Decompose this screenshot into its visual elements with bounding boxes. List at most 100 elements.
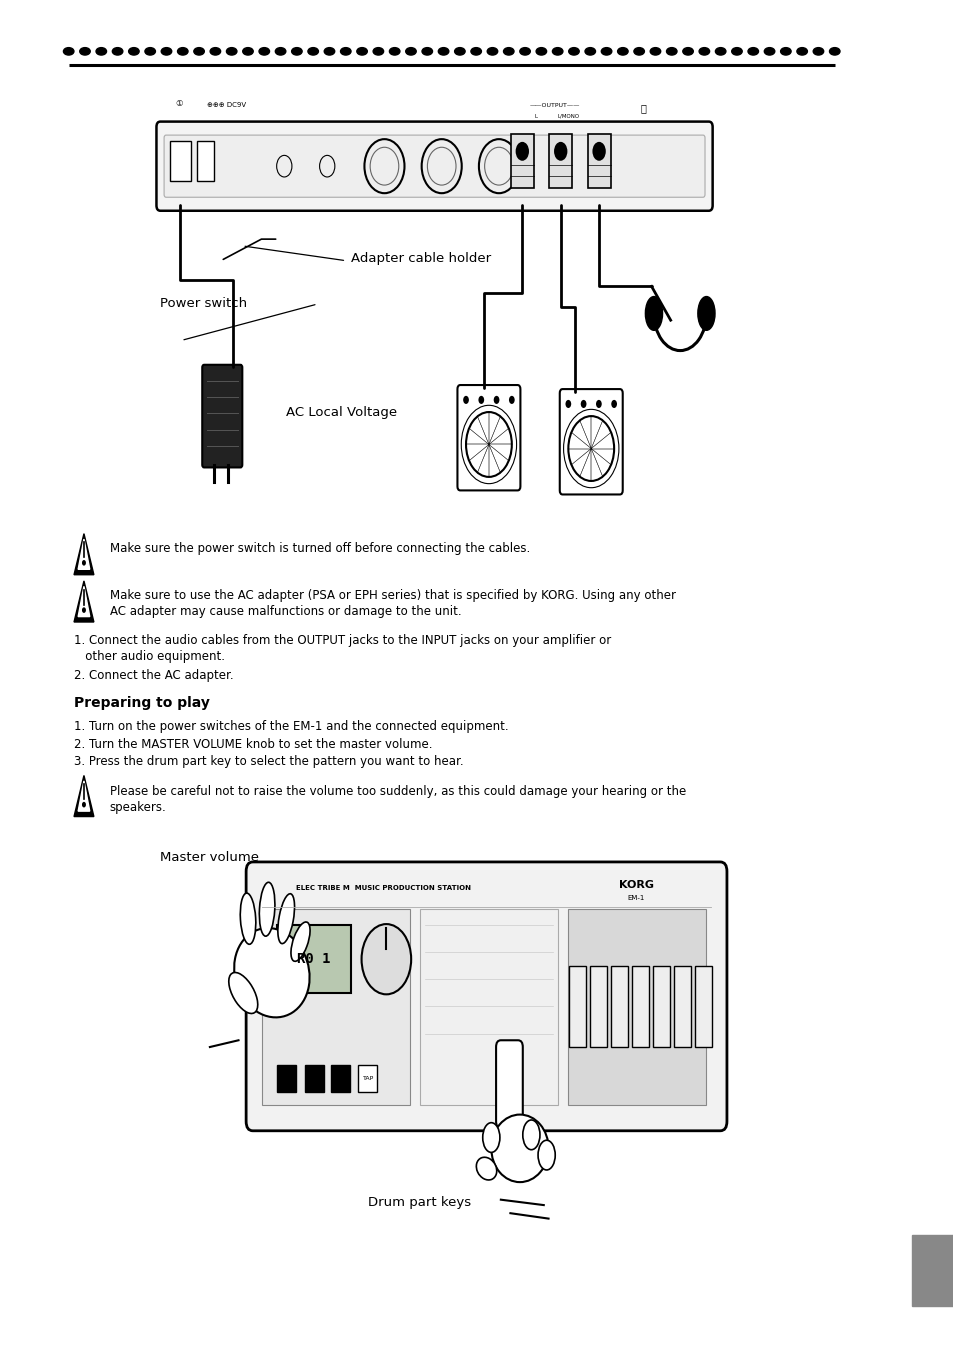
Ellipse shape <box>476 1158 497 1179</box>
Circle shape <box>361 924 411 994</box>
Ellipse shape <box>80 47 91 55</box>
Ellipse shape <box>129 47 139 55</box>
Bar <box>511 134 534 188</box>
Ellipse shape <box>537 1140 555 1170</box>
Ellipse shape <box>229 973 257 1013</box>
Ellipse shape <box>421 47 432 55</box>
Text: Drum part keys: Drum part keys <box>368 1196 471 1209</box>
Ellipse shape <box>324 47 335 55</box>
Bar <box>262 909 410 1105</box>
Ellipse shape <box>145 47 155 55</box>
Text: ⊕⊕⊕ DC9V: ⊕⊕⊕ DC9V <box>207 103 247 108</box>
Ellipse shape <box>356 47 367 55</box>
Polygon shape <box>74 534 93 574</box>
Ellipse shape <box>747 47 758 55</box>
Ellipse shape <box>233 928 310 1017</box>
Bar <box>911 1235 953 1306</box>
Text: ⌒: ⌒ <box>639 104 645 113</box>
Text: Preparing to play: Preparing to play <box>74 696 210 709</box>
Ellipse shape <box>584 47 595 55</box>
Circle shape <box>611 400 617 408</box>
Ellipse shape <box>455 47 465 55</box>
Ellipse shape <box>536 47 546 55</box>
Circle shape <box>82 561 86 566</box>
Ellipse shape <box>437 47 448 55</box>
Ellipse shape <box>697 297 715 331</box>
Ellipse shape <box>482 1123 499 1152</box>
Polygon shape <box>78 781 90 811</box>
Ellipse shape <box>193 47 204 55</box>
Text: other audio equipment.: other audio equipment. <box>74 650 225 663</box>
Ellipse shape <box>242 47 253 55</box>
Ellipse shape <box>275 47 286 55</box>
Bar <box>631 966 648 1047</box>
Ellipse shape <box>308 47 318 55</box>
Ellipse shape <box>292 47 302 55</box>
Ellipse shape <box>763 47 774 55</box>
Text: 1. Turn on the power switches of the EM-1 and the connected equipment.: 1. Turn on the power switches of the EM-… <box>74 720 509 734</box>
Ellipse shape <box>491 1115 548 1182</box>
Bar <box>276 925 351 993</box>
Ellipse shape <box>226 47 236 55</box>
Ellipse shape <box>373 47 383 55</box>
Ellipse shape <box>552 47 562 55</box>
Bar <box>419 909 558 1105</box>
Circle shape <box>580 400 586 408</box>
Ellipse shape <box>340 47 351 55</box>
Circle shape <box>596 400 601 408</box>
Text: R0 1: R0 1 <box>296 952 331 966</box>
Bar <box>170 141 191 181</box>
Circle shape <box>493 396 499 404</box>
Text: ①: ① <box>175 99 183 108</box>
Bar <box>673 966 690 1047</box>
Ellipse shape <box>600 47 611 55</box>
FancyBboxPatch shape <box>496 1040 522 1128</box>
Ellipse shape <box>519 47 530 55</box>
Polygon shape <box>78 539 90 569</box>
Text: 1. Connect the audio cables from the OUTPUT jacks to the INPUT jacks on your amp: 1. Connect the audio cables from the OUT… <box>74 634 611 647</box>
Ellipse shape <box>617 47 627 55</box>
Bar <box>305 1065 324 1092</box>
FancyBboxPatch shape <box>246 862 726 1131</box>
Bar <box>331 1065 350 1092</box>
Ellipse shape <box>277 894 294 943</box>
Bar <box>610 966 627 1047</box>
Bar <box>568 966 585 1047</box>
Polygon shape <box>78 586 90 616</box>
Ellipse shape <box>177 47 188 55</box>
Ellipse shape <box>112 47 123 55</box>
Ellipse shape <box>699 47 709 55</box>
Ellipse shape <box>291 921 310 962</box>
Circle shape <box>82 802 86 808</box>
Ellipse shape <box>731 47 741 55</box>
Text: AC Local Voltage: AC Local Voltage <box>286 405 396 419</box>
Ellipse shape <box>161 47 172 55</box>
Ellipse shape <box>503 47 514 55</box>
FancyBboxPatch shape <box>456 385 520 490</box>
Text: Adapter cable holder: Adapter cable holder <box>351 251 491 265</box>
Text: EM-1: EM-1 <box>627 896 644 901</box>
FancyBboxPatch shape <box>156 122 712 211</box>
Ellipse shape <box>796 47 806 55</box>
Ellipse shape <box>389 47 399 55</box>
Bar <box>694 966 711 1047</box>
Text: ——OUTPUT——: ——OUTPUT—— <box>530 103 579 108</box>
Ellipse shape <box>650 47 660 55</box>
Ellipse shape <box>828 47 839 55</box>
Circle shape <box>592 142 605 161</box>
Bar <box>652 966 669 1047</box>
Circle shape <box>554 142 567 161</box>
Ellipse shape <box>568 47 578 55</box>
Text: Please be careful not to raise the volume too suddenly, as this could damage you: Please be careful not to raise the volum… <box>110 785 685 798</box>
Ellipse shape <box>210 47 220 55</box>
Ellipse shape <box>715 47 725 55</box>
Text: Master volume: Master volume <box>160 851 259 865</box>
Text: TAP: TAP <box>362 1075 374 1081</box>
Ellipse shape <box>405 47 416 55</box>
Ellipse shape <box>633 47 643 55</box>
Ellipse shape <box>522 1120 539 1150</box>
Ellipse shape <box>259 47 270 55</box>
Ellipse shape <box>259 882 274 936</box>
Text: Power switch: Power switch <box>160 297 247 311</box>
Text: speakers.: speakers. <box>110 801 166 815</box>
